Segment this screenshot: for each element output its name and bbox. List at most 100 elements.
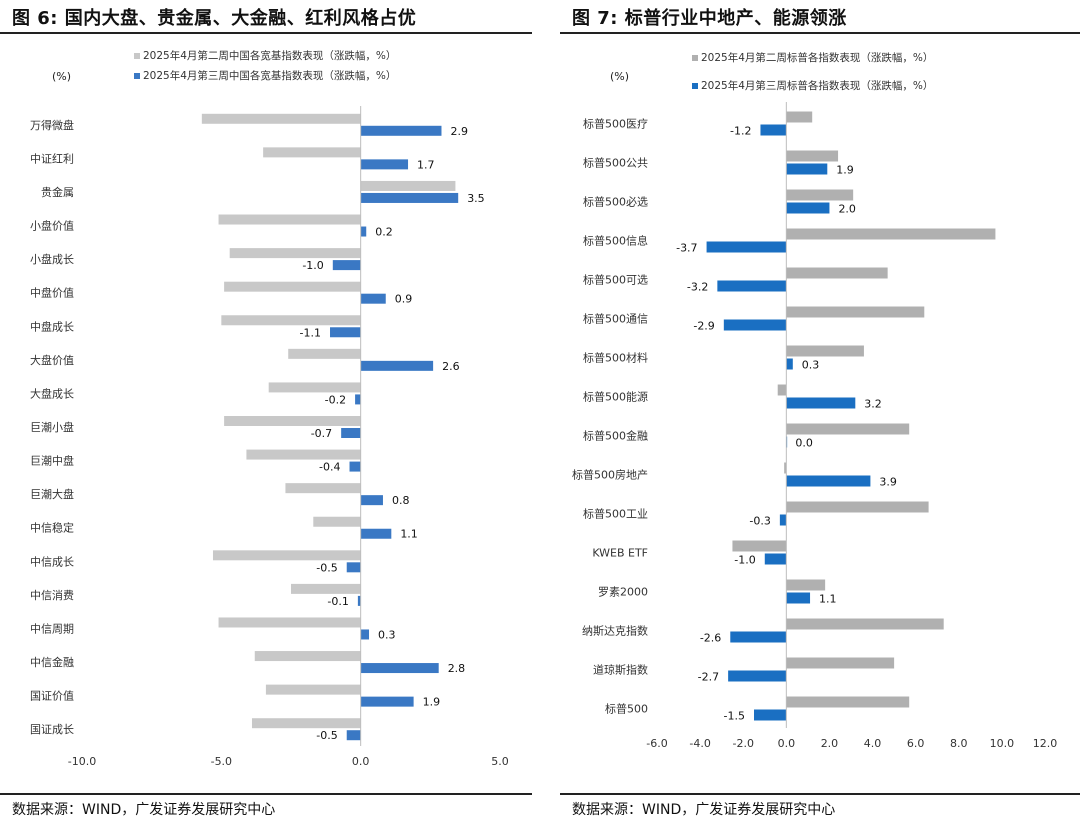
category-label: 中信周期 [30,622,74,635]
data-label: 1.7 [417,158,435,171]
bar-series-1 [786,423,910,435]
data-label: 2.0 [838,203,856,216]
figure-7-chart: (%) 2025年4月第二周标普各指数表现（涨跌幅，%） 2025年4月第三周标普各… [572,51,1058,750]
data-label: 3.5 [467,192,485,205]
bar-series-1 [285,483,361,494]
data-label: 2.9 [450,125,468,138]
x-tick-label: 5.0 [491,755,509,768]
bar-series-2 [723,319,787,331]
bar-series-2 [786,592,811,604]
bar-series-2 [786,163,828,175]
category-label: 标普500公共 [583,156,648,170]
data-label: -2.7 [698,671,719,684]
x-tick-label: 12.0 [1033,737,1058,750]
bar-series-2 [360,629,370,640]
bar-series-1 [224,416,361,426]
bar-series-1 [265,684,361,695]
data-label: -1.1 [300,326,321,339]
figure-6-chart: (%) 2025年4月第二周中国各宽基指数表现（涨跌幅，%） 2025年4月第三周中… [30,49,509,768]
category-label: 巨潮中盘 [30,454,74,468]
category-label: 中信稳定 [30,521,74,535]
bar-series-2 [728,670,787,682]
bar-series-1 [786,111,813,123]
category-label: 巨潮大盘 [30,487,74,501]
bar-series-2 [764,553,787,565]
x-tick-label: -5.0 [211,755,232,768]
category-label: 中盘成长 [30,319,74,333]
bar-series-1 [786,306,925,318]
legend-entry: 2025年4月第二周标普各指数表现（涨跌幅，%） [701,51,933,64]
bar-series-1 [251,718,361,729]
data-label: 1.1 [819,593,837,606]
x-tick-label: 4.0 [864,737,882,750]
data-label: -0.1 [327,595,348,608]
category-label: 国证成长 [30,723,74,736]
category-label: 标普500房地产 [572,468,648,482]
data-label: -1.0 [302,259,323,272]
bar-series-2 [330,327,361,338]
figure-title: 图 6: 国内大盘、贵金属、大金融、红利风格占优 [12,8,417,29]
bar-series-1 [218,214,361,225]
category-label: 万得微盘 [30,118,74,132]
bar-series-2 [706,241,787,253]
data-label: -3.7 [676,242,697,255]
data-label: -1.0 [734,554,755,567]
x-tick-label: -4.0 [689,737,710,750]
data-label: 3.9 [879,476,897,489]
data-label: 2.6 [442,360,460,373]
bar-series-1 [786,696,910,708]
bar-series-1 [212,550,361,561]
bar-series-2 [754,709,787,721]
category-label: 标普500通信 [583,312,648,326]
data-label: -0.2 [325,393,346,406]
bar-series-2 [360,360,434,371]
top-rule [0,32,532,34]
category-label: 中盘价值 [30,286,74,300]
category-label: 巨潮小盘 [30,420,74,434]
bar-series-1 [784,462,787,474]
bar-series-1 [786,345,864,357]
category-label: 标普500必选 [583,195,648,209]
category-label: 小盘成长 [30,252,74,266]
bar-series-1 [224,281,361,292]
x-tick-label: 10.0 [990,737,1015,750]
source-note: 数据来源：WIND，广发证券发展研究中心 [12,802,276,818]
category-label: 标普500材料 [583,351,648,365]
bar-series-2 [717,280,787,292]
bar-series-1 [786,579,826,591]
bar-series-1 [254,651,361,662]
category-label: 中信消费 [30,588,74,602]
bar-series-1 [246,449,361,460]
x-tick-label: -10.0 [68,755,96,768]
bar-series-1 [786,150,839,162]
bar-series-1 [732,540,787,552]
data-label: -0.7 [311,427,332,440]
bar-series-2 [346,562,361,573]
bottom-rule [0,793,532,795]
bar-series-2 [779,514,787,526]
legend-entry: 2025年4月第三周中国各宽基指数表现（涨跌幅，%） [143,69,396,82]
data-label: 0.8 [392,494,410,507]
top-rule [560,32,1080,34]
bar-series-2 [360,696,414,707]
bar-series-1 [786,618,944,630]
bar-series-1 [229,248,361,259]
bar-series-2 [360,293,386,304]
category-label: 小盘价值 [30,219,74,233]
bar-series-1 [786,189,854,201]
data-label: 0.2 [375,226,393,239]
bar-series-2 [346,730,361,741]
bar-series-1 [777,384,787,396]
category-label: KWEB ETF [592,547,648,560]
category-label: 中信金融 [30,655,74,669]
bar-series-2 [360,663,439,674]
category-label: 中信成长 [30,555,74,568]
bar-series-2 [349,461,361,472]
bar-series-1 [268,382,361,393]
data-label: -1.2 [730,125,751,138]
bar-series-2 [360,495,383,506]
data-label: 1.9 [423,696,441,709]
bar-series-1 [263,147,361,158]
data-label: 0.3 [802,359,820,372]
unit-label: (%) [610,70,629,83]
